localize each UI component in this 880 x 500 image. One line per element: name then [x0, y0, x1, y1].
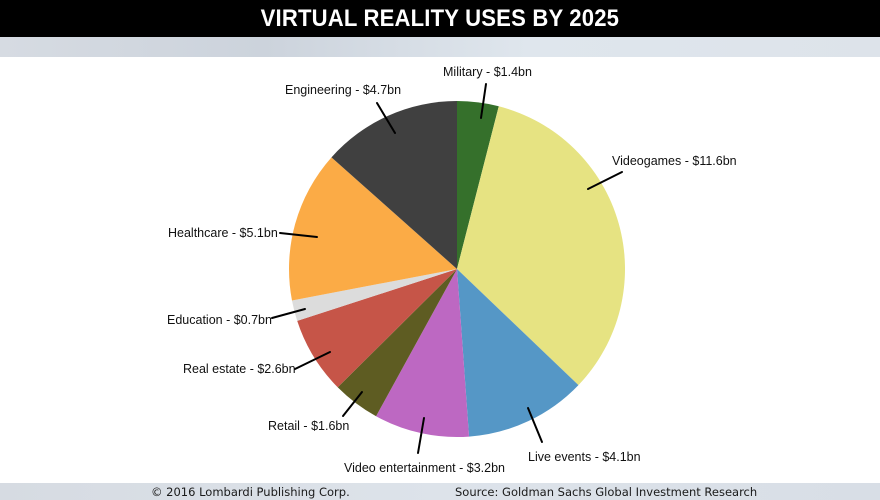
pie-slice-healthcare — [289, 157, 457, 301]
label-healthcare: Healthcare - $5.1bn — [168, 226, 278, 240]
pie-slice-video-entertainment — [376, 269, 470, 438]
pie-slice-videogames — [457, 106, 626, 386]
pie-slice-real-estate — [297, 269, 457, 388]
leader-line-real-estate — [294, 351, 331, 370]
title-bar: VIRTUAL REALITY USES BY 2025 — [0, 0, 880, 37]
leader-line-education — [271, 308, 306, 319]
label-video-entertainment: Video entertainment - $3.2bn — [344, 461, 505, 475]
pie-slice-live-events — [457, 269, 579, 437]
leader-line-videogames — [587, 171, 623, 190]
label-retail: Retail - $1.6bn — [268, 419, 349, 433]
chart-area: Military - $1.4bn Videogames - $11.6bn L… — [0, 57, 880, 483]
copyright-text: © 2016 Lombardi Publishing Corp. — [151, 485, 350, 499]
leader-line-live-events — [527, 407, 543, 443]
leader-line-engineering — [376, 102, 396, 134]
pie-slice-military — [457, 101, 499, 269]
pie-slices — [289, 101, 626, 438]
leader-line-military — [480, 83, 487, 119]
header-band — [0, 37, 880, 57]
label-military: Military - $1.4bn — [443, 65, 532, 79]
label-videogames: Videogames - $11.6bn — [612, 154, 737, 168]
leader-line-retail — [342, 391, 363, 417]
leader-lines — [271, 83, 623, 454]
label-education: Education - $0.7bn — [167, 313, 272, 327]
label-live-events: Live events - $4.1bn — [528, 450, 641, 464]
label-engineering: Engineering - $4.7bn — [285, 83, 401, 97]
pie-slice-retail — [337, 269, 457, 417]
footer-band: © 2016 Lombardi Publishing Corp. Source:… — [0, 483, 880, 500]
leader-line-healthcare — [279, 232, 318, 238]
pie-slice-engineering — [331, 101, 457, 269]
chart-title: VIRTUAL REALITY USES BY 2025 — [260, 4, 620, 32]
label-real-estate: Real estate - $2.6bn — [183, 362, 296, 376]
pie-slice-education — [291, 269, 457, 321]
source-text: Source: Goldman Sachs Global Investment … — [455, 485, 758, 499]
leader-line-video-entertainment — [417, 417, 425, 454]
